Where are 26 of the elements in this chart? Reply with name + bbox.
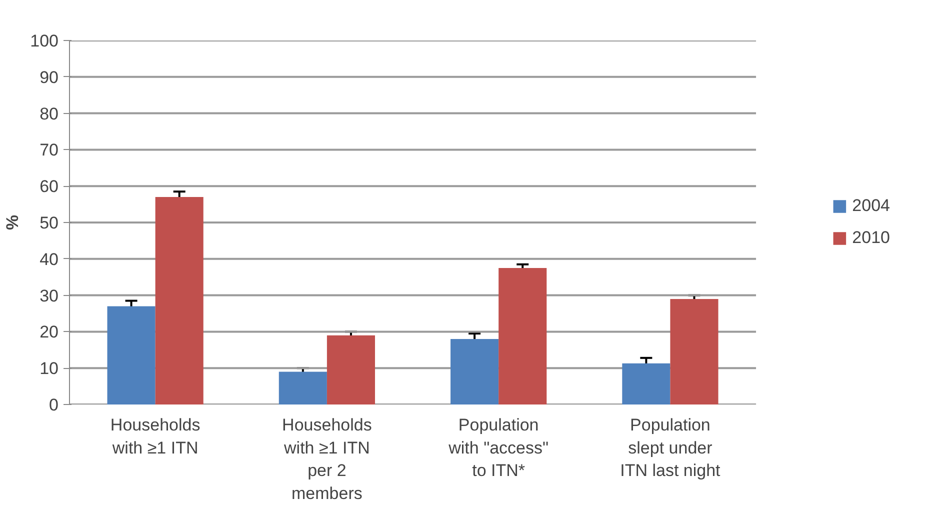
bar xyxy=(670,298,718,404)
y-tick-label: 90 xyxy=(40,68,59,87)
x-tick-label: Households with ≥1 ITN xyxy=(110,416,200,458)
bar xyxy=(278,372,327,404)
y-tick-label: 0 xyxy=(49,396,59,414)
y-tick-label: 20 xyxy=(40,322,59,342)
y-axis-title: % xyxy=(3,214,22,230)
bar xyxy=(498,268,547,404)
bar xyxy=(622,363,670,404)
bar xyxy=(450,338,499,404)
y-tick-label: 40 xyxy=(40,250,59,269)
bar xyxy=(326,335,376,404)
legend-label: 2010 xyxy=(852,228,890,248)
y-tick-label: 30 xyxy=(40,286,59,306)
y-tick-label: 50 xyxy=(40,214,59,232)
legend-label: 2004 xyxy=(852,196,890,216)
y-tick-label: 60 xyxy=(40,177,59,196)
x-tick-label: Population slept under ITN last night xyxy=(620,416,721,480)
bar xyxy=(107,306,156,404)
x-tick-label: Households with ≥1 ITN per 2 members xyxy=(282,416,372,503)
y-tick-label: 100 xyxy=(30,32,59,50)
y-tick-label: 80 xyxy=(40,104,59,124)
y-tick-label: 70 xyxy=(40,140,59,160)
x-tick-label: Population with "access" to ITN* xyxy=(448,416,549,480)
y-tick-label: 10 xyxy=(40,359,59,378)
bar xyxy=(155,197,204,404)
